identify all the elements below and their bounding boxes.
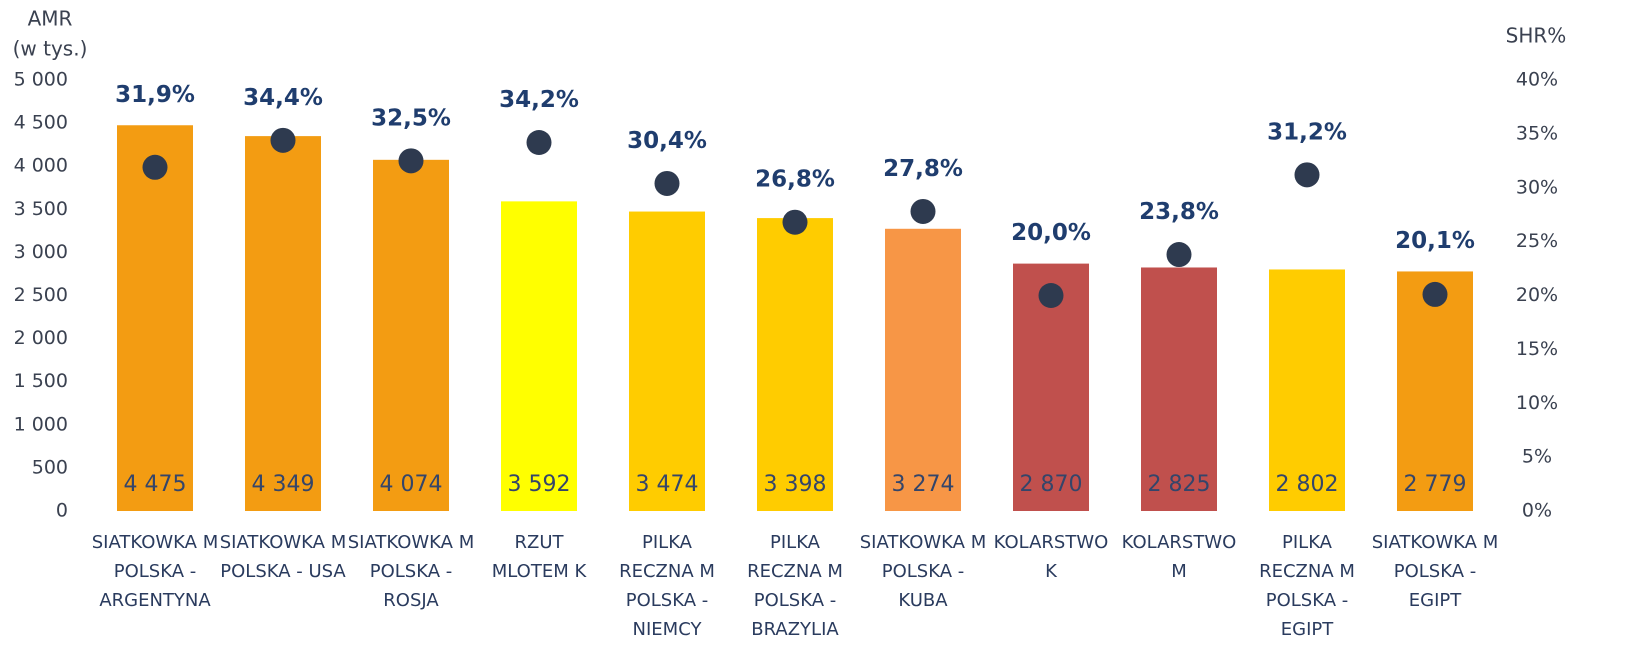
share-dot bbox=[270, 127, 296, 153]
share-label: 31,2% bbox=[1267, 119, 1347, 145]
bar-value-label: 3 474 bbox=[636, 472, 699, 497]
bar-value-label: 4 349 bbox=[252, 472, 315, 497]
x-tick-label: RZUT MLOTEM K bbox=[491, 532, 587, 582]
y2-tick-label: 20% bbox=[1516, 284, 1558, 306]
share-label: 32,5% bbox=[371, 105, 451, 131]
share-dot bbox=[1294, 162, 1320, 188]
share-label: 23,8% bbox=[1139, 199, 1219, 225]
y-tick-label: 1 000 bbox=[14, 413, 68, 435]
share-dot bbox=[910, 198, 936, 224]
bar-value-label: 2 802 bbox=[1276, 472, 1339, 497]
x-tick-label: PILKA RECZNA M POLSKA - NIEMCY bbox=[619, 532, 715, 640]
bar-value-label: 4 475 bbox=[124, 472, 187, 497]
share-dot bbox=[1038, 283, 1064, 308]
y-tick-label: 5 000 bbox=[14, 69, 68, 91]
y-axis-title: AMR bbox=[28, 7, 73, 31]
x-tick-label: SIATKOWKA M POLSKA - ARGENTYNA bbox=[91, 532, 219, 611]
y-tick-label: 2 000 bbox=[14, 327, 68, 349]
y-tick-label: 4 500 bbox=[14, 112, 68, 134]
bar bbox=[1397, 271, 1473, 511]
y2-tick-label: 5% bbox=[1522, 446, 1552, 468]
x-tick-label: SIATKOWKA M POLSKA - EGIPT bbox=[1371, 532, 1499, 611]
y-tick-label: 3 500 bbox=[14, 198, 68, 220]
y2-tick-label: 35% bbox=[1516, 122, 1558, 144]
y-axis-title: (w tys.) bbox=[13, 37, 88, 61]
share-dot bbox=[1166, 242, 1192, 268]
x-tick-label: KOLARSTWO M bbox=[1121, 532, 1237, 582]
bar-value-label: 3 274 bbox=[892, 472, 955, 497]
bar bbox=[1269, 269, 1345, 511]
share-label: 31,9% bbox=[115, 82, 195, 108]
share-label: 34,2% bbox=[499, 87, 579, 113]
share-label: 26,8% bbox=[755, 167, 835, 193]
x-tick-label: SIATKOWKA M POLSKA - ROSJA bbox=[347, 532, 475, 611]
y-tick-label: 3 000 bbox=[14, 241, 68, 263]
share-label: 20,1% bbox=[1395, 228, 1475, 254]
bar-value-label: 3 592 bbox=[508, 472, 571, 497]
bar bbox=[629, 211, 705, 511]
bar bbox=[117, 125, 193, 511]
x-tick-label: KOLARSTWO K bbox=[993, 532, 1109, 582]
share-dot bbox=[1422, 281, 1448, 307]
y2-tick-label: 0% bbox=[1522, 500, 1552, 522]
y2-tick-label: 40% bbox=[1516, 69, 1558, 91]
y2-axis-title: SHR% bbox=[1506, 24, 1567, 48]
share-label: 34,4% bbox=[243, 85, 323, 111]
share-dot bbox=[526, 129, 552, 155]
x-tick-label: PILKA RECZNA M POLSKA - BRAZYLIA bbox=[747, 532, 843, 640]
bar bbox=[885, 228, 961, 512]
bar-value-label: 3 398 bbox=[764, 472, 827, 497]
share-label: 20,0% bbox=[1011, 220, 1091, 246]
y-tick-label: 0 bbox=[56, 500, 68, 522]
share-label: 27,8% bbox=[883, 156, 963, 182]
y-tick-label: 4 000 bbox=[14, 155, 68, 177]
bar-value-label: 4 074 bbox=[380, 472, 443, 497]
share-dot bbox=[654, 170, 680, 196]
bar-value-label: 2 779 bbox=[1404, 472, 1467, 497]
y-tick-label: 2 500 bbox=[14, 284, 68, 306]
bar bbox=[245, 136, 321, 511]
y2-tick-label: 30% bbox=[1516, 176, 1558, 198]
y-tick-label: 1 500 bbox=[14, 370, 68, 392]
share-dot bbox=[782, 209, 808, 235]
y2-tick-label: 10% bbox=[1516, 392, 1558, 414]
x-tick-label: SIATKOWKA M POLSKA - KUBA bbox=[859, 532, 987, 611]
y2-tick-label: 15% bbox=[1516, 338, 1558, 360]
share-label: 30,4% bbox=[627, 128, 707, 154]
x-tick-label: PILKA RECZNA M POLSKA - EGIPT bbox=[1259, 532, 1355, 640]
share-dot bbox=[398, 148, 424, 174]
bar bbox=[501, 201, 577, 511]
bar-value-label: 2 870 bbox=[1020, 472, 1083, 497]
share-dot bbox=[142, 154, 168, 180]
bar bbox=[757, 218, 833, 511]
y-tick-label: 500 bbox=[32, 456, 68, 478]
y2-tick-label: 25% bbox=[1516, 230, 1558, 252]
x-tick-label: SIATKOWKA M POLSKA - USA bbox=[219, 532, 347, 582]
bar bbox=[1141, 267, 1217, 511]
bar bbox=[373, 159, 449, 511]
bar-value-label: 2 825 bbox=[1148, 472, 1211, 497]
